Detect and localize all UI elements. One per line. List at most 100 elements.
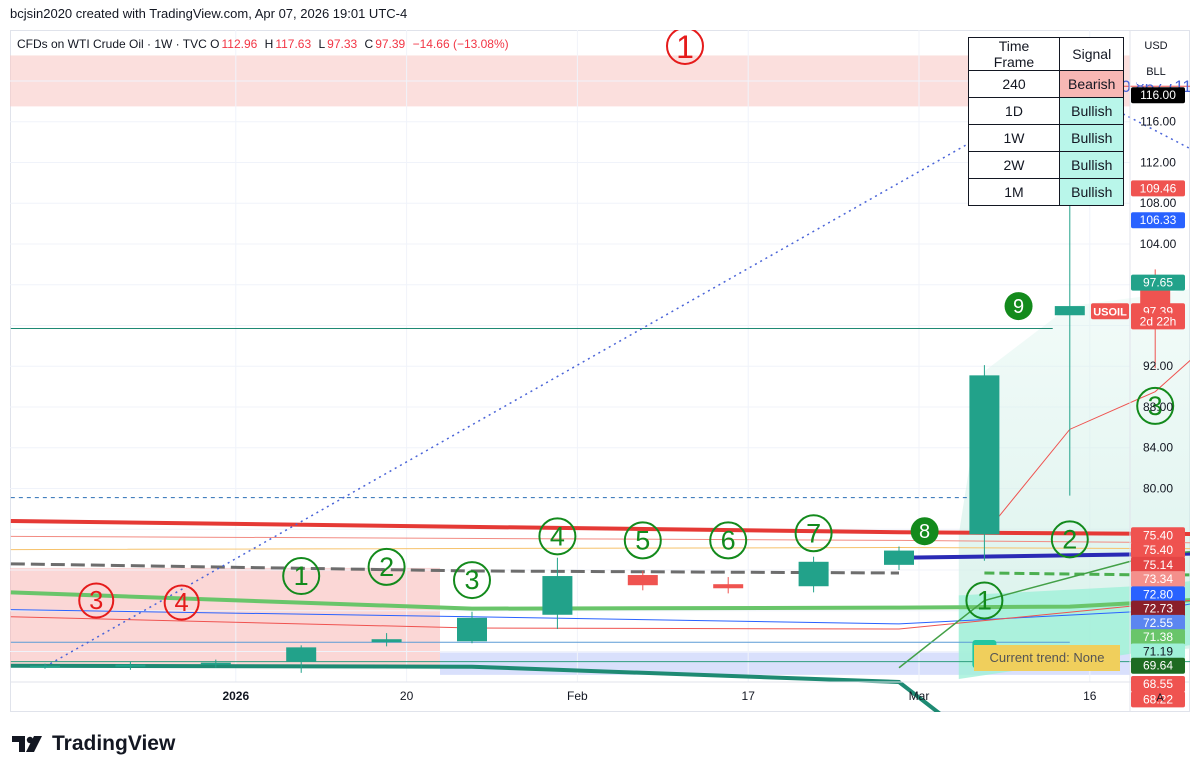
price-marker-label: 69.64 <box>1143 659 1173 673</box>
header-signal: Signal <box>1058 37 1125 71</box>
tradingview-logo-icon <box>12 736 42 752</box>
signal-value: Bullish <box>1058 151 1125 179</box>
price-tick-label: 112.00 <box>1140 155 1176 169</box>
signal-row: 1D Bullish <box>968 97 1125 125</box>
wave-label-green-circle <box>794 514 833 553</box>
demand-zone <box>440 652 1130 675</box>
wave-filled-circle <box>1004 292 1033 321</box>
wave-top-label: 1 <box>676 30 694 65</box>
ma-gray-dashed <box>10 562 900 575</box>
cloud-zone <box>10 567 440 667</box>
symbol-tag-label: USOIL <box>1093 306 1127 318</box>
price-marker-label: 97.65 <box>1143 276 1173 290</box>
price-marker-label: 116.00 <box>1140 88 1176 102</box>
signal-value: Bearish <box>1058 70 1125 98</box>
wave-filled-label: 9 <box>1013 296 1024 318</box>
signal-row: 1M Bullish <box>968 178 1125 206</box>
brand-name: TradingView <box>52 732 176 755</box>
signal-row: 1W Bullish <box>968 124 1125 152</box>
open-value: 112.96 <box>221 37 258 51</box>
auto-scale-button[interactable]: A <box>1156 692 1164 704</box>
high-value: 117.63 <box>275 37 312 51</box>
wave-label-green-circle <box>453 561 491 600</box>
wave-label-green: 4 <box>550 521 565 551</box>
candle-body <box>371 639 402 643</box>
symbol-description[interactable]: CFDs on WTI Crude Oil · 1W · TVC <box>17 37 207 51</box>
time-tick-label: Feb <box>567 689 588 703</box>
candle-body <box>30 665 60 668</box>
price-marker <box>1131 600 1185 617</box>
signal-timeframe: 1M <box>968 178 1060 206</box>
fib-line-up <box>44 85 1071 668</box>
wave-label-red: 3 <box>89 587 103 615</box>
price-marker-label: 2d 22h <box>1140 314 1177 328</box>
signal-value: Bullish <box>1058 124 1125 152</box>
price-marker-label: 75.14 <box>1143 558 1173 572</box>
ma-red-thin <box>10 535 1190 544</box>
unit-button[interactable]: BLL <box>1137 60 1175 84</box>
price-marker-label: 68.55 <box>1143 677 1173 691</box>
price-marker-label: 72.80 <box>1143 587 1173 601</box>
price-marker <box>1131 542 1185 559</box>
wave-label-green: 5 <box>635 525 650 555</box>
price-marker-label: 71.19 <box>1143 644 1173 658</box>
price-marker-label: 109.46 <box>1140 181 1177 195</box>
ma-green-thick <box>10 590 1190 611</box>
tradingview-logo[interactable]: TradingView <box>12 730 175 758</box>
price-marker <box>1131 571 1185 588</box>
price-tick-label: 92.00 <box>1143 359 1173 373</box>
close-label: C <box>364 37 374 51</box>
price-tick-label: 80.00 <box>1143 481 1173 495</box>
wave-filled-circle <box>910 517 939 546</box>
wave-label-green-circle <box>965 581 1004 620</box>
candle-body <box>542 576 573 615</box>
trend-line-teal <box>10 663 941 712</box>
price-tick-label: 116.00 <box>1140 115 1176 129</box>
close-value: 97.39 <box>375 37 406 51</box>
time-tick-label: 17 <box>742 689 756 703</box>
price-marker <box>1131 212 1185 229</box>
ma-red-fast <box>984 359 1190 535</box>
price-marker <box>1131 556 1185 573</box>
wave-label-green: 2 <box>1062 524 1077 554</box>
ma-blue <box>10 603 1190 625</box>
price-marker-label: 106.33 <box>1140 213 1177 227</box>
chart-canvas[interactable]: 1234567123434981(b) 0.867 (119.48) 116.0… <box>10 30 1190 712</box>
wave-label-red: 4 <box>175 589 189 617</box>
price-tick-label: 84.00 <box>1143 441 1173 455</box>
wave-label-green-circle <box>1136 386 1175 425</box>
candle-body <box>798 561 829 587</box>
ma-red-thin-2 <box>10 599 1190 630</box>
price-marker <box>1131 676 1185 693</box>
wave-label-red-circle <box>78 582 115 619</box>
wave-label-green-circle <box>282 557 321 596</box>
chart-caption: bcjsin2020 created with TradingView.com,… <box>10 6 408 21</box>
currency-button[interactable]: USD <box>1137 34 1175 58</box>
price-marker <box>1131 180 1185 197</box>
wave-top-circle <box>666 30 704 65</box>
price-marker-label: 73.34 <box>1143 572 1173 586</box>
wave-label-green: 3 <box>464 565 479 595</box>
price-marker-label: 72.55 <box>1143 616 1173 630</box>
signal-table: Time Frame Signal 240 Bearish 1D Bullish… <box>968 37 1125 206</box>
signal-timeframe: 2W <box>968 151 1060 179</box>
wave-label-green-circle <box>709 521 748 560</box>
price-marker <box>1131 274 1185 291</box>
signal-row: 2W Bullish <box>968 151 1125 179</box>
signal-table-header: Time Frame Signal <box>968 37 1125 71</box>
candle-body <box>969 375 1000 535</box>
wave-label-green-circle <box>538 517 577 556</box>
price-marker-label: 71.38 <box>1143 630 1173 644</box>
candle-body <box>286 647 317 662</box>
candle-body <box>115 664 146 667</box>
time-tick-label: 16 <box>1083 689 1097 703</box>
price-marker <box>1131 313 1185 330</box>
wave-label-green-circle <box>367 547 406 586</box>
wave-label-green: 7 <box>806 518 821 548</box>
signal-timeframe: 1D <box>968 97 1060 125</box>
signal-timeframe: 1W <box>968 124 1060 152</box>
current-trend-box: Current trend: None <box>974 645 1120 671</box>
wave-label-green: 2 <box>379 552 394 582</box>
signal-row: 240 Bearish <box>968 70 1125 98</box>
candle-body <box>627 575 658 586</box>
